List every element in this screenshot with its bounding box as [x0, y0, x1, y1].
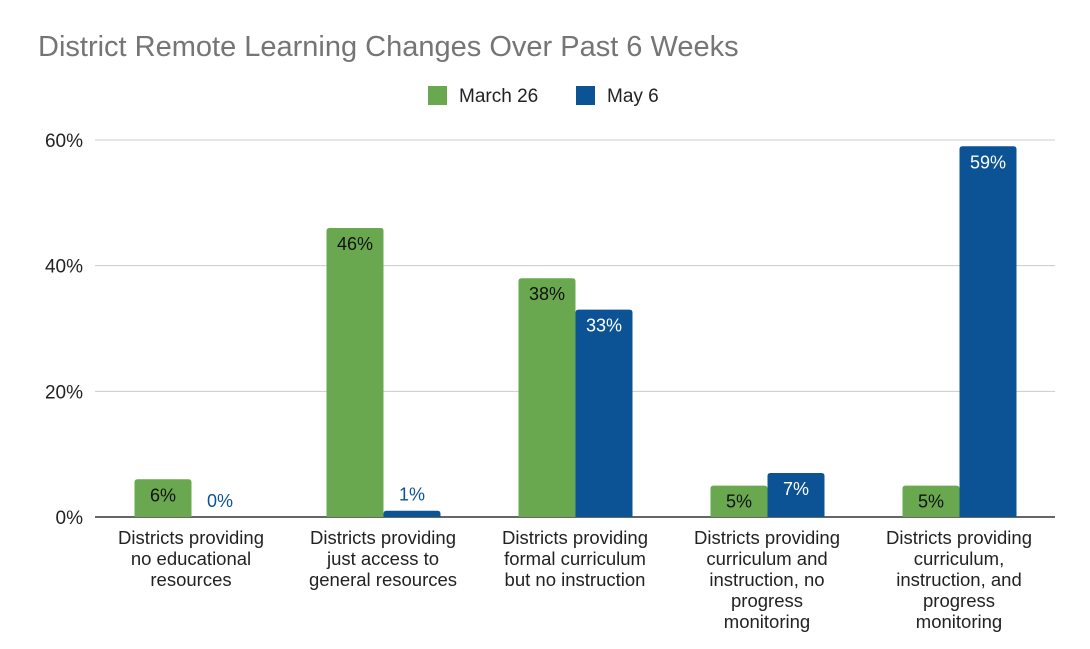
x-tick-label: curriculum and — [706, 548, 827, 569]
x-tick-label: progress — [731, 590, 803, 611]
bar — [575, 309, 633, 517]
x-tick-label: Districts providing — [886, 527, 1032, 548]
bar — [710, 485, 768, 517]
legend-swatch — [576, 86, 595, 105]
bar — [518, 278, 576, 517]
data-label: 33% — [586, 316, 622, 336]
bar — [383, 510, 441, 517]
x-tick-label: Districts providing — [694, 527, 840, 548]
x-tick-label: Districts providing — [502, 527, 648, 548]
x-tick-label: monitoring — [724, 611, 810, 632]
x-tick-label: general resources — [309, 569, 457, 590]
x-tick-label: instruction, and — [896, 569, 1021, 590]
bar — [134, 479, 192, 517]
data-label: 6% — [150, 485, 176, 505]
data-label: 1% — [399, 485, 425, 505]
bar — [902, 485, 960, 517]
y-tick-label: 60% — [45, 131, 83, 152]
data-label: 0% — [207, 491, 233, 511]
data-label: 46% — [337, 234, 373, 254]
x-tick-label: just access to — [326, 548, 439, 569]
x-tick-label: no educational — [131, 548, 251, 569]
x-tick-label: but no instruction — [505, 569, 646, 590]
x-tick-label: monitoring — [916, 611, 1002, 632]
x-tick-label: progress — [923, 590, 995, 611]
x-tick-label: Districts providing — [310, 527, 456, 548]
chart-title: District Remote Learning Changes Over Pa… — [38, 31, 739, 63]
bar — [959, 146, 1017, 518]
x-tick-label: Districts providing — [118, 527, 264, 548]
bar — [326, 227, 384, 517]
data-label: 38% — [529, 284, 565, 304]
x-tick-label: formal curriculum — [504, 548, 646, 569]
x-tick-label: curriculum, — [914, 548, 1004, 569]
legend-label: May 6 — [607, 86, 659, 107]
legend-label: March 26 — [459, 86, 538, 107]
y-tick-label: 20% — [45, 382, 83, 403]
data-label: 5% — [726, 492, 752, 512]
y-tick-label: 40% — [45, 257, 83, 278]
x-tick-label: instruction, no — [709, 569, 824, 590]
data-label: 7% — [783, 479, 809, 499]
legend-swatch — [428, 86, 447, 105]
bars: 6% 0% 46% 1% 38% 33% 5% 7% 5% 59% — [134, 146, 1017, 518]
legend: March 26 May 6 — [428, 86, 659, 107]
data-label: 59% — [970, 152, 1006, 172]
y-tick-label: 0% — [56, 508, 84, 529]
data-label: 5% — [918, 492, 944, 512]
bar — [767, 473, 825, 517]
x-tick-label: resources — [150, 569, 231, 590]
